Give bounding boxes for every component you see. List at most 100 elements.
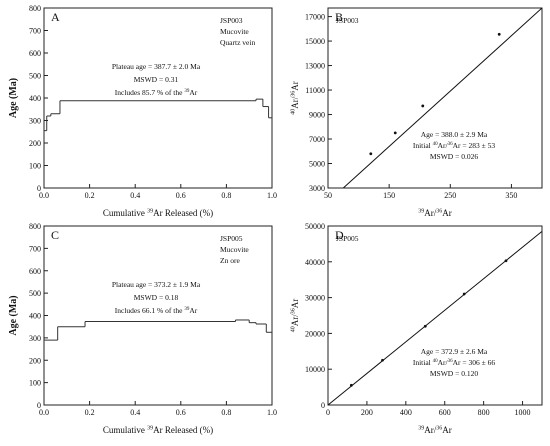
x-tick-label: 0.0 — [39, 408, 49, 417]
x-tick-label: 200 — [361, 408, 373, 417]
panel-d: 0 200 400 600 800 100001000020000300004000050… — [290, 222, 543, 435]
plateau-annotation: Plateau age = 373.2 ± 1.9 Ma — [112, 280, 201, 289]
y-tick-label: 200 — [29, 356, 41, 365]
data-point — [381, 358, 384, 362]
y-axis-label: 40Ar/36Ar — [290, 81, 300, 115]
y-axis-label: Age (Ma) — [8, 78, 19, 118]
y-tick-label: 600 — [29, 267, 41, 276]
text-part: Ar — [189, 306, 197, 315]
isochron-line — [328, 230, 542, 405]
y-tick-label: 400 — [29, 94, 41, 103]
text-part: Includes 85.7 % of the — [115, 88, 185, 97]
text-part: Ar — [442, 208, 452, 218]
sample-label: JSP005 — [336, 234, 359, 243]
sample-label: Zn ore — [220, 256, 240, 265]
y-axis-label: 40Ar/36Ar — [290, 299, 300, 333]
text-part: Ar = 283 ± 53 — [453, 141, 496, 150]
text-part: Ar Released (%) — [153, 425, 213, 435]
y-tick-label: 500 — [29, 289, 41, 298]
y-tick-label: 10000 — [305, 365, 325, 374]
x-tick-label: 50 — [324, 191, 332, 200]
x-tick-label: 0.8 — [221, 408, 231, 417]
isochron-annotation: MSWD = 0.120 — [430, 369, 478, 378]
superscript: 39 — [418, 426, 424, 432]
plot-frame — [327, 225, 543, 406]
y-tick-label: 100 — [29, 162, 41, 171]
y-tick-label: 17000 — [305, 13, 325, 22]
y-tick-label: 13000 — [305, 62, 325, 71]
x-tick-label: 0 — [326, 408, 330, 417]
isochron-line — [342, 8, 542, 188]
panel-b: 50 150 250 350 3000 5000 7000 9000 11000 13000 150… — [290, 7, 543, 218]
y-axis-label: Age (Ma) — [8, 295, 19, 335]
sample-label: JSP003 — [220, 16, 243, 25]
superscript: 40 — [291, 109, 297, 115]
text-part: Plateau age = 387.7 ± 2.0 Ma — [112, 62, 201, 71]
sample-label: JSP005 — [220, 234, 243, 243]
sample-label: Mucovite — [220, 27, 249, 36]
superscript: 36 — [448, 142, 454, 147]
superscript: 39 — [147, 426, 153, 432]
isochron-annotation: Initial 40Ar/36Ar = 306 ± 66 — [413, 358, 496, 367]
superscript: 40 — [433, 142, 439, 147]
y-tick-label: 11000 — [305, 86, 325, 95]
y-tick-label: 700 — [29, 27, 41, 36]
text-part: Plateau age = 373.2 ± 1.9 Ma — [112, 280, 201, 289]
text-part: Initial — [413, 141, 433, 150]
data-point — [421, 104, 425, 108]
text-part: Ar Released (%) — [153, 208, 213, 218]
x-tick-label: 0.2 — [85, 191, 95, 200]
superscript: 39 — [418, 209, 424, 215]
isochron-annotation: Age = 388.0 ± 2.9 Ma — [421, 130, 488, 139]
panel-c: 0.0 0.2 0.4 0.6 0.8 1.0 0 100 200 300 400 500 600 700… — [8, 222, 277, 435]
y-tick-label: 0 — [37, 184, 41, 193]
x-tick-label: 0.6 — [176, 191, 186, 200]
plateau-annotation: Plateau age = 387.7 ± 2.0 Ma — [112, 62, 201, 71]
x-tick-label: 0.2 — [85, 408, 95, 417]
x-tick-label: 1.0 — [267, 408, 277, 417]
sample-label: Mucovite — [220, 245, 249, 254]
x-tick-label: 1.0 — [267, 191, 277, 200]
y-tick-label: 700 — [29, 244, 41, 253]
text-part: Ar/ — [438, 141, 449, 150]
panel-a: 0.0 0.2 0.4 0.6 0.8 1.0 0 100 200 300 400 500 600 700… — [8, 4, 277, 218]
x-tick-label: 600 — [439, 408, 451, 417]
isochron-annotation: Initial 40Ar/36Ar = 283 ± 53 — [413, 141, 496, 150]
data-point — [369, 152, 373, 156]
data-point — [497, 32, 501, 36]
data-point — [462, 292, 466, 296]
y-tick-label: 3000 — [309, 184, 325, 193]
text-part: Ar/ — [438, 358, 449, 367]
x-tick-label: 0.8 — [221, 191, 231, 200]
superscript: 36 — [436, 209, 442, 215]
sample-label: JSP003 — [336, 16, 359, 25]
text-part: Cumulative — [103, 208, 147, 218]
superscript: 36 — [291, 91, 297, 97]
data-point — [349, 383, 353, 387]
x-axis-label: 39Ar/36Ar — [418, 425, 452, 435]
y-tick-label: 7000 — [309, 135, 325, 144]
x-tick-label: 250 — [444, 191, 456, 200]
y-tick-label: 5000 — [309, 160, 325, 169]
x-axis-label: Cumulative 39Ar Released (%) — [103, 208, 213, 218]
y-tick-label: 20000 — [305, 329, 325, 338]
plateau-annotation: Includes 85.7 % of the 39Ar — [115, 88, 198, 97]
isochron-annotation: MSWD = 0.026 — [430, 152, 478, 161]
y-tick-label: 200 — [29, 139, 41, 148]
text-part: Ar — [290, 299, 300, 309]
superscript: 36 — [436, 426, 442, 432]
plateau-annotation: MSWD = 0.31 — [134, 75, 179, 84]
text-part: Ar/ — [424, 425, 436, 435]
superscript: 36 — [448, 359, 454, 364]
text-part: Ar — [442, 425, 452, 435]
data-point — [423, 324, 427, 328]
x-tick-label: 0.4 — [130, 191, 140, 200]
x-tick-label: 0.0 — [39, 191, 49, 200]
y-tick-label: 800 — [29, 4, 41, 13]
isochron-annotation: Age = 372.9 ± 2.6 Ma — [421, 347, 488, 356]
y-tick-label: 400 — [29, 312, 41, 321]
superscript: 40 — [433, 359, 439, 364]
text-part: Ar = 306 ± 66 — [453, 358, 496, 367]
y-tick-label: 15000 — [305, 37, 325, 46]
x-tick-label: 350 — [505, 191, 517, 200]
